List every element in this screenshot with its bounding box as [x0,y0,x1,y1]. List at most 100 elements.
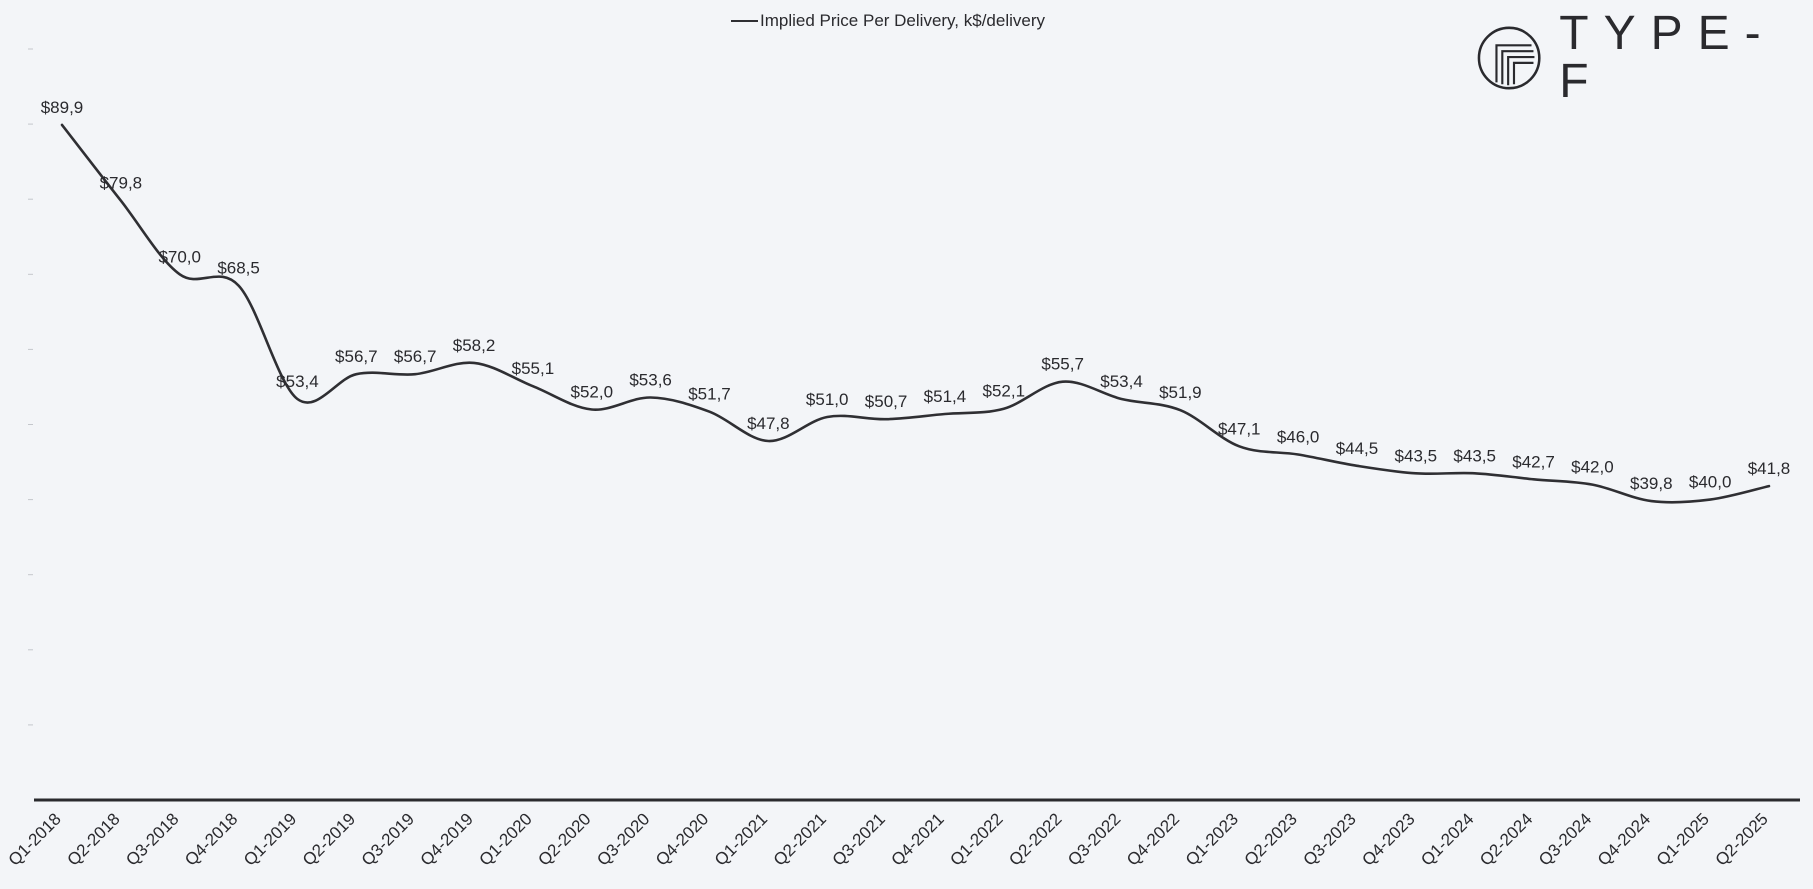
x-tick-label: Q2-2018 [63,809,123,869]
data-label: $51,0 [806,390,849,409]
data-point [237,284,241,288]
data-label: $43,5 [1395,446,1438,465]
x-tick-label: Q1-2021 [711,809,771,869]
data-label: $41,8 [1748,459,1791,478]
x-tick-label: Q4-2023 [1358,809,1418,869]
x-tick-label: Q1-2018 [5,809,65,869]
x-tick-label: Q4-2020 [652,809,712,869]
x-tick-label: Q1-2024 [1417,809,1477,869]
x-tick-label: Q3-2022 [1064,809,1124,869]
data-point [295,397,299,401]
data-point [649,395,653,399]
x-tick-label: Q4-2024 [1594,809,1654,869]
x-tick-label: Q2-2020 [534,809,594,869]
data-label: $55,7 [1041,355,1084,374]
data-label: $47,8 [747,414,790,433]
data-point [1473,471,1477,475]
data-label: $56,7 [394,347,437,366]
data-label: $58,2 [453,336,496,355]
data-labels: $89,9 $79,8 $70,0 $68,5 $53,4 $56,7 $56,7 $58,2… [41,98,1791,493]
series-line [60,123,1771,504]
data-label: $68,5 [217,259,260,278]
data-point [1061,380,1065,384]
data-point [707,410,711,414]
data-point [825,415,829,419]
data-label: $51,4 [924,387,967,406]
data-label: $89,9 [41,98,84,117]
data-label: $43,5 [1453,446,1496,465]
x-tick-label: Q1-2019 [240,809,300,869]
data-label: $56,7 [335,347,378,366]
data-label: $55,1 [512,359,555,378]
x-tick-label: Q4-2022 [1123,809,1183,869]
x-tick-label: Q4-2019 [417,809,477,869]
type-f-logo-icon [1477,26,1541,90]
data-point [590,407,594,411]
x-tick-label: Q3-2019 [358,809,418,869]
data-label: $40,0 [1689,473,1732,492]
data-point [1296,453,1300,457]
data-label: $79,8 [100,174,143,193]
x-tick-label: Q2-2024 [1476,809,1536,869]
data-point [472,361,476,365]
data-label: $53,4 [1100,372,1143,391]
data-label: $51,9 [1159,383,1202,402]
data-label: $51,7 [688,385,731,404]
data-point [531,384,535,388]
x-tick-label: Q1-2020 [475,809,535,869]
data-point [1237,444,1241,448]
data-point [1767,484,1771,488]
x-tick-label: Q2-2023 [1241,809,1301,869]
data-label: $47,1 [1218,419,1261,438]
data-label: $42,0 [1571,458,1614,477]
legend-line-swatch [731,20,758,22]
x-tick-label: Q2-2021 [770,809,830,869]
x-tick-label: Q1-2025 [1653,809,1713,869]
x-tick-label: Q3-2024 [1535,809,1595,869]
data-point [119,199,123,203]
data-label: $50,7 [865,392,908,411]
data-point [1414,471,1418,475]
x-tick-label: Q2-2025 [1712,809,1772,869]
data-point [1355,464,1359,468]
data-label: $46,0 [1277,428,1320,447]
x-tick-label: Q3-2023 [1300,809,1360,869]
legend-label: Implied Price Per Delivery, k$/delivery [760,11,1045,30]
data-points [60,123,1771,503]
data-point [1002,407,1006,411]
x-tick-label: Q4-2021 [888,809,948,869]
data-label: $42,7 [1512,452,1555,471]
x-tick-label: Q4-2018 [181,809,241,869]
data-label: $39,8 [1630,474,1673,493]
x-tick-label: Q2-2022 [1005,809,1065,869]
data-point [354,372,358,376]
data-point [943,412,947,416]
x-tick-label: Q1-2023 [1182,809,1242,869]
data-label: $44,5 [1336,439,1379,458]
data-point [1708,498,1712,502]
data-point [766,439,770,443]
data-point [1120,397,1124,401]
data-label: $53,4 [276,372,319,391]
brand-logo: TYPE-F [1477,10,1813,106]
y-axis-ticks [28,48,33,726]
data-point [60,123,64,127]
data-point [1590,483,1594,487]
data-label: $70,0 [158,247,201,266]
data-label: $52,1 [983,382,1026,401]
data-point [1532,477,1536,481]
x-tick-label: Q1-2022 [946,809,1006,869]
logo-text: TYPE-F [1559,7,1776,108]
data-label: $52,0 [570,382,613,401]
x-tick-label: Q3-2018 [122,809,182,869]
x-tick-label: Q3-2020 [593,809,653,869]
data-label: $53,6 [629,370,672,389]
data-point [413,372,417,376]
x-tick-label: Q3-2021 [829,809,889,869]
data-point [1649,499,1653,503]
legend: Implied Price Per Delivery, k$/delivery [731,11,1045,31]
data-point [178,272,182,276]
data-point [884,417,888,421]
